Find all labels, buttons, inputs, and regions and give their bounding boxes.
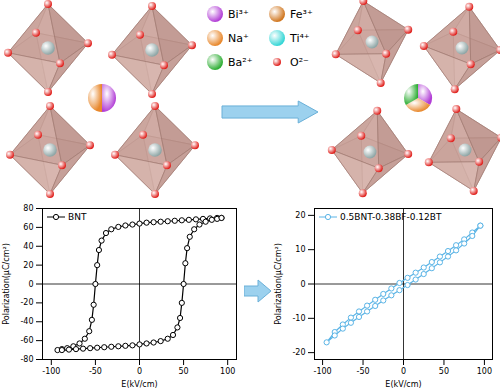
svg-text:50: 50 — [178, 367, 188, 376]
svg-text:-20: -20 — [292, 348, 305, 357]
html-text:0.5BNT-0.38BF-0.12BT: 0.5BNT-0.38BF-0.12BT — [340, 212, 442, 222]
svg-text:E(kV/cm): E(kV/cm) — [121, 380, 157, 389]
svg-text:O²⁻: O²⁻ — [290, 56, 309, 69]
svg-text:0: 0 — [401, 367, 406, 376]
svg-text:Na⁺: Na⁺ — [228, 32, 249, 45]
svg-text:-100: -100 — [314, 367, 332, 376]
svg-text:0: 0 — [137, 367, 142, 376]
html-text:BNT: BNT — [68, 212, 87, 222]
svg-text:80: 80 — [23, 204, 33, 213]
svg-text:20: 20 — [23, 261, 33, 270]
svg-text:0: 0 — [28, 280, 33, 289]
svg-text:50: 50 — [439, 367, 449, 376]
svg-text:10: 10 — [295, 245, 305, 254]
svg-text:20: 20 — [295, 211, 305, 220]
svg-text:Bi³⁺: Bi³⁺ — [228, 8, 249, 21]
svg-text:40: 40 — [23, 242, 33, 251]
svg-text:100: 100 — [477, 367, 492, 376]
svg-text:Polarization(μC/cm²): Polarization(μC/cm²) — [274, 243, 283, 325]
svg-text:-60: -60 — [20, 336, 33, 345]
svg-text:-100: -100 — [42, 367, 60, 376]
svg-text:Polarization(μC/cm²): Polarization(μC/cm²) — [2, 243, 11, 325]
svg-text:60: 60 — [23, 223, 33, 232]
svg-text:-20: -20 — [20, 298, 33, 307]
svg-text:Ti⁴⁺: Ti⁴⁺ — [289, 32, 310, 45]
svg-text:-80: -80 — [20, 355, 33, 364]
svg-text:-50: -50 — [357, 367, 370, 376]
svg-text:100: 100 — [220, 367, 235, 376]
svg-text:0: 0 — [300, 280, 305, 289]
svg-text:Fe³⁺: Fe³⁺ — [290, 8, 313, 21]
svg-text:E(kV/cm): E(kV/cm) — [385, 380, 421, 389]
svg-text:-10: -10 — [292, 314, 305, 323]
svg-text:-50: -50 — [89, 367, 102, 376]
svg-text:Ba²⁺: Ba²⁺ — [228, 56, 253, 69]
svg-text:-40: -40 — [20, 317, 33, 326]
